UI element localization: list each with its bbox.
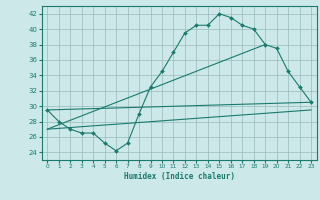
X-axis label: Humidex (Indice chaleur): Humidex (Indice chaleur) [124, 172, 235, 181]
